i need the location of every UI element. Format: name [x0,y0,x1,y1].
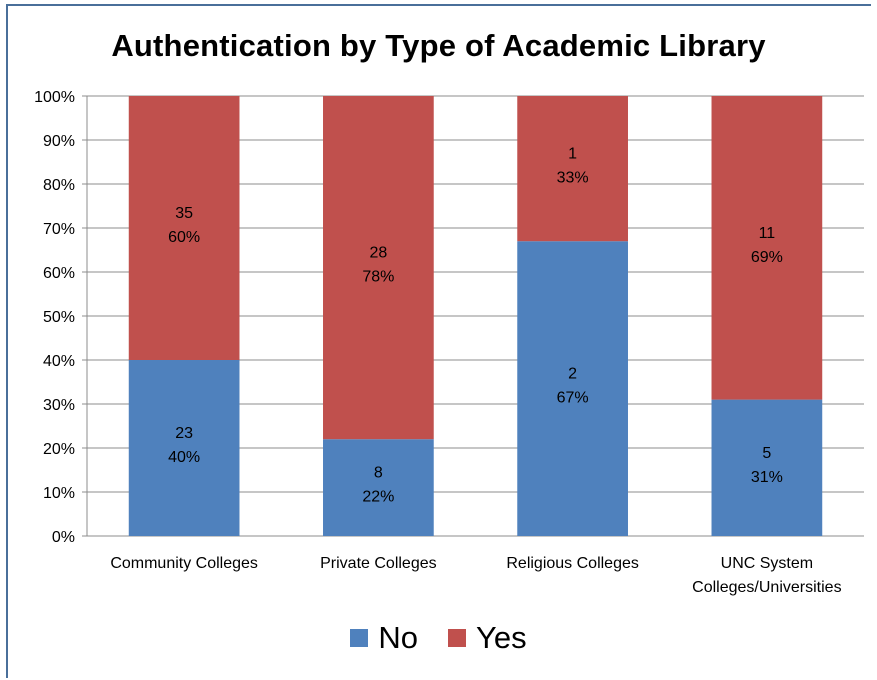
y-tick-label: 80% [43,177,75,194]
x-tick-label: Community Colleges [110,555,258,572]
legend-item-no: No [350,620,418,656]
y-tick-label: 70% [43,221,75,238]
legend-item-yes: Yes [448,620,527,656]
legend-label-no: No [378,620,419,655]
data-label: 11 [759,225,776,242]
data-label: 5 [762,445,771,462]
y-tick-label: 10% [43,485,75,502]
bar-yes [323,96,434,440]
data-label: 8 [374,465,383,482]
bar-yes [517,96,628,242]
y-tick-label: 60% [43,265,75,282]
data-label: 69% [751,249,783,266]
data-label: 2 [568,366,577,383]
bar-no [323,439,434,536]
data-label: 33% [557,170,589,187]
y-tick-label: 20% [43,441,75,458]
data-label: 31% [751,469,783,486]
data-label: 60% [168,229,200,246]
x-tick-label: UNC System [721,555,813,572]
y-tick-label: 0% [52,529,75,546]
chart-title: Authentication by Type of Academic Libra… [111,28,766,63]
data-label: 22% [362,489,394,506]
bar-no [517,241,628,536]
x-tick-label: Colleges/Universities [692,579,841,596]
x-tick-label: Private Colleges [320,555,437,572]
data-label: 28 [369,245,387,262]
data-label: 78% [362,269,394,286]
data-label: 1 [568,146,577,163]
x-tick-label: Religious Colleges [506,555,639,572]
data-label: 40% [168,449,200,466]
bar-no [711,399,823,536]
y-tick-label: 40% [43,353,75,370]
data-label: 35 [175,205,193,222]
legend: No Yes [0,620,877,656]
legend-swatch-yes [448,629,467,647]
y-tick-label: 30% [43,397,75,414]
y-tick-label: 50% [43,309,75,326]
legend-swatch-no [350,629,369,647]
bar-yes [128,96,240,360]
bar-no [128,360,240,536]
y-tick-label: 100% [34,89,75,106]
data-label: 67% [557,390,589,407]
y-tick-label: 90% [43,133,75,150]
legend-label-yes: Yes [476,620,527,655]
bar-yes [711,96,823,400]
data-label: 23 [175,425,193,442]
